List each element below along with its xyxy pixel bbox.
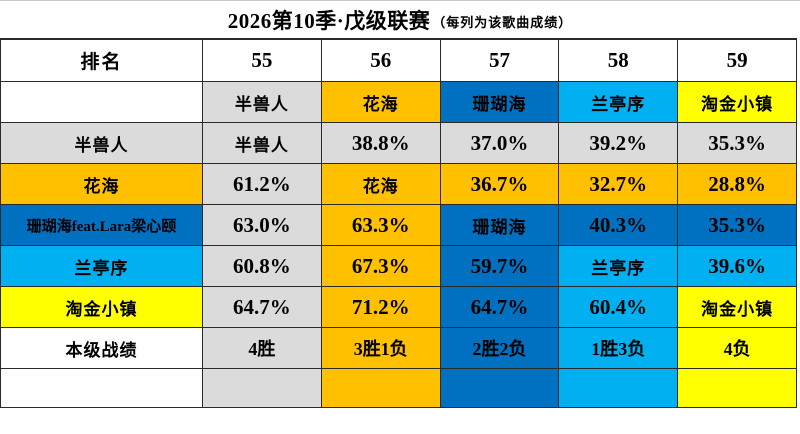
row-label-cell-4: 淘金小镇 bbox=[1, 287, 203, 328]
matrix-cell-4-3: 60.4% bbox=[559, 287, 679, 328]
column-header-cell-58: 58 bbox=[559, 40, 679, 82]
matrix-cell-3-1: 67.3% bbox=[321, 246, 441, 287]
column-header-cell-59: 59 bbox=[678, 40, 797, 82]
song-name-cell-1: 花海 bbox=[321, 82, 441, 123]
matrix-cell-2-3: 40.3% bbox=[559, 205, 679, 246]
row-label-cell-0: 半兽人 bbox=[1, 123, 203, 164]
row-label-cell-5: 本级战绩 bbox=[1, 328, 203, 369]
matrix-cell-3-3: 兰亭序 bbox=[559, 246, 679, 287]
matrix-cell-0-2: 37.0% bbox=[440, 123, 560, 164]
column-header-cell-56: 56 bbox=[321, 40, 441, 82]
color-strip-cell-4 bbox=[678, 369, 797, 408]
record-cell-0: 4胜 bbox=[203, 328, 322, 369]
record-cell-1: 3胜1负 bbox=[321, 328, 441, 369]
matrix-cell-3-2: 59.7% bbox=[440, 246, 560, 287]
matrix-cell-4-1: 71.2% bbox=[321, 287, 441, 328]
row-label-cell-1: 花海 bbox=[1, 164, 203, 205]
matrix-cell-3-0: 60.8% bbox=[203, 246, 322, 287]
matrix-cell-0-4: 35.3% bbox=[678, 123, 797, 164]
column-header-cell-55: 55 bbox=[203, 40, 322, 82]
rank-header-cell: 排名 bbox=[1, 40, 203, 82]
empty-label-cell bbox=[1, 82, 203, 123]
matrix-cell-1-0: 61.2% bbox=[203, 164, 322, 205]
strip-row-6 bbox=[1, 369, 797, 408]
matrix-row-1: 花海 61.2% 花海 36.7% 32.7% 28.8% bbox=[1, 164, 797, 205]
matrix-cell-0-0: 半兽人 bbox=[203, 123, 322, 164]
matrix-cell-0-3: 39.2% bbox=[559, 123, 679, 164]
song-name-cell-0: 半兽人 bbox=[203, 82, 322, 123]
header-row: 排名 55 56 57 58 59 bbox=[1, 40, 797, 82]
league-table: 排名 55 56 57 58 59 半兽人 花海 珊瑚海 兰亭序 淘金小镇 半兽人 半兽人 38.8% 37… bbox=[0, 38, 797, 408]
matrix-cell-1-3: 32.7% bbox=[559, 164, 679, 205]
color-strip-cell-3 bbox=[559, 369, 679, 408]
matrix-cell-2-0: 63.0% bbox=[203, 205, 322, 246]
matrix-row-0: 半兽人 半兽人 38.8% 37.0% 39.2% 35.3% bbox=[1, 123, 797, 164]
title-text: 2026第10季·戊级联赛 bbox=[227, 8, 431, 33]
record-row-5: 本级战绩 4胜 3胜1负 2胜2负 1胜3负 4负 bbox=[1, 328, 797, 369]
matrix-cell-2-1: 63.3% bbox=[321, 205, 441, 246]
song-name-cell-4: 淘金小镇 bbox=[678, 82, 797, 123]
song-header-row: 半兽人 花海 珊瑚海 兰亭序 淘金小镇 bbox=[1, 82, 797, 123]
matrix-cell-0-1: 38.8% bbox=[321, 123, 441, 164]
title-note: （每列为该歌曲成绩） bbox=[432, 15, 573, 30]
matrix-cell-2-2: 珊瑚海 bbox=[440, 205, 560, 246]
matrix-cell-1-2: 36.7% bbox=[440, 164, 560, 205]
matrix-cell-4-2: 64.7% bbox=[440, 287, 560, 328]
song-name-cell-3: 兰亭序 bbox=[559, 82, 679, 123]
matrix-cell-2-4: 35.3% bbox=[678, 205, 797, 246]
row-label-cell-3: 兰亭序 bbox=[1, 246, 203, 287]
matrix-cell-1-4: 28.8% bbox=[678, 164, 797, 205]
matrix-cell-1-1: 花海 bbox=[321, 164, 441, 205]
matrix-row-3: 兰亭序 60.8% 67.3% 59.7% 兰亭序 39.6% bbox=[1, 246, 797, 287]
song-name-cell-2: 珊瑚海 bbox=[440, 82, 560, 123]
color-strip-cell-2 bbox=[440, 369, 560, 408]
color-strip-cell-1 bbox=[321, 369, 441, 408]
row-label-cell-6 bbox=[1, 369, 203, 408]
matrix-cell-3-4: 39.6% bbox=[678, 246, 797, 287]
record-cell-3: 1胜3负 bbox=[559, 328, 679, 369]
matrix-row-4: 淘金小镇 64.7% 71.2% 64.7% 60.4% 淘金小镇 bbox=[1, 287, 797, 328]
column-header-cell-57: 57 bbox=[440, 40, 560, 82]
matrix-cell-4-0: 64.7% bbox=[203, 287, 322, 328]
matrix-cell-4-4: 淘金小镇 bbox=[678, 287, 797, 328]
page-title: 2026第10季·戊级联赛 （每列为该歌曲成绩） bbox=[0, 1, 800, 38]
color-strip-cell-0 bbox=[203, 369, 322, 408]
record-cell-2: 2胜2负 bbox=[440, 328, 560, 369]
record-cell-4: 4负 bbox=[678, 328, 797, 369]
matrix-row-2: 珊瑚海feat.Lara梁心颐 63.0% 63.3% 珊瑚海 40.3% 35.3% bbox=[1, 205, 797, 246]
row-label-cell-2: 珊瑚海feat.Lara梁心颐 bbox=[1, 205, 203, 246]
